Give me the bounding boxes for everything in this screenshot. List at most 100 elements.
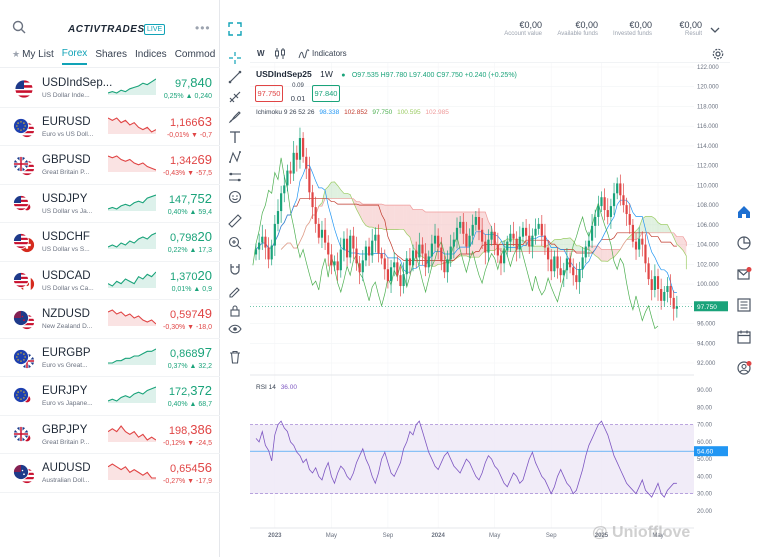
candle-body: [562, 270, 565, 276]
instrument-change: 0,40% ▲ 59,4: [167, 208, 212, 216]
candle-body: [449, 246, 452, 260]
tab-shares[interactable]: Shares: [95, 49, 127, 64]
rsi-tick-label: 80.00: [697, 405, 713, 411]
eye-icon[interactable]: [228, 322, 242, 336]
tab-indices[interactable]: Indices: [135, 49, 167, 64]
lock-icon[interactable]: [228, 304, 242, 318]
candle-body: [528, 235, 531, 247]
candle-body: [452, 239, 455, 247]
tab-commod[interactable]: Commod: [175, 49, 216, 64]
more-options-icon[interactable]: •••: [195, 21, 211, 35]
trend-line-icon[interactable]: [228, 70, 242, 84]
candle-body: [641, 238, 644, 245]
brush-icon[interactable]: [228, 110, 242, 124]
watchlist-row-usdchf[interactable]: USDCHF US Dollar vs S... 0,79820 0,22% ▲ 17…: [0, 223, 220, 262]
instrument-price: 0,86897: [170, 345, 212, 360]
fullscreen-icon[interactable]: [228, 22, 242, 36]
candle-body: [471, 224, 474, 236]
magnet-icon[interactable]: [228, 262, 242, 276]
ruler-icon[interactable]: [228, 214, 242, 228]
price-axis[interactable]: 122.000 120.000 118.000 116.000 114.000 112.0…: [694, 63, 728, 541]
ichimoku-cloud-segment: [601, 249, 605, 262]
home-icon[interactable]: [736, 204, 752, 220]
candle-body: [663, 291, 666, 301]
watchlist-row-audusd[interactable]: AUDUSD Australian Doll... 0,65456 -0,27% ▼ …: [0, 454, 220, 493]
candle-body: [509, 233, 512, 242]
text-tool-icon[interactable]: [228, 130, 242, 144]
calendar-icon[interactable]: [736, 329, 752, 345]
candle-body: [264, 236, 267, 248]
settings-gear-icon[interactable]: [712, 48, 724, 60]
candle-body: [565, 258, 569, 271]
watchlist-row-eurgbp[interactable]: EURGBP Euro vs Great... 0,86897 0,37% ▲ 32,…: [0, 339, 220, 377]
flag-eu-us-icon: [13, 117, 35, 138]
candle-body: [490, 231, 493, 240]
emoji-icon[interactable]: [228, 190, 242, 204]
instrument-symbol: EURJPY: [42, 385, 88, 397]
watchlist-row-gbpjpy[interactable]: GBPJPY Great Britain P... 198,386 -0,12% ▼ …: [0, 416, 220, 454]
watchlist-row-nzdusd[interactable]: NZDUSD New Zealand D... 0,59749 -0,30% ▼ -1…: [0, 300, 220, 339]
ichimoku-cloud-segment: [566, 237, 571, 252]
watchlist-row-eurjpy[interactable]: EURJPY Euro vs Japane... 172,372 0,40% ▲ 68…: [0, 377, 220, 416]
candle-body: [540, 223, 543, 236]
candle-body: [534, 228, 537, 236]
candle-body: [496, 244, 499, 256]
instrument-change: -0,43% ▼ -57,5: [163, 170, 212, 177]
candle-body: [377, 234, 380, 254]
watchlist-row-usdjpy[interactable]: USDJPY US Dollar vs Ja... 147,752 0,40% ▲ 5…: [0, 185, 220, 223]
tab-forex[interactable]: Forex: [61, 48, 88, 65]
price-main: 0,597: [170, 309, 198, 321]
crosshair-icon[interactable]: [228, 51, 242, 65]
candle-body: [427, 256, 430, 268]
account-summary: €0,00 Account value €0,00 Available funds €0…: [250, 0, 762, 44]
tab-label: Indices: [135, 49, 167, 60]
watchlist-row-usdcad[interactable]: USDCAD US Dollar vs Ca... 1,37020 0,01% ▲ 0…: [0, 262, 220, 300]
chevron-down-icon[interactable]: [710, 26, 720, 34]
ichimoku-kijun: 102.852: [344, 109, 368, 116]
price-tick-label: 102.000: [697, 262, 719, 268]
pattern-tool-icon[interactable]: [228, 150, 242, 164]
trash-icon[interactable]: [228, 350, 242, 364]
watchlist-row-gbpusd[interactable]: GBPUSD Great Britain P... 1,34269 -0,43% ▼ …: [0, 146, 220, 185]
candle-body: [518, 236, 521, 250]
candle-body: [672, 297, 675, 309]
candle-body: [546, 247, 550, 260]
candle-body: [396, 262, 399, 276]
rsi-tick-label: 70.00: [697, 423, 713, 429]
lock-drawing-icon[interactable]: [228, 284, 242, 298]
profile-icon[interactable]: [736, 360, 752, 376]
candle-body: [675, 306, 678, 309]
candle-body: [270, 245, 273, 260]
fork-tool-icon[interactable]: [228, 90, 242, 104]
zoom-in-icon[interactable]: [228, 236, 242, 250]
news-icon[interactable]: [736, 297, 752, 313]
indicators-button[interactable]: Indicators: [312, 49, 347, 58]
measure-tool-icon[interactable]: [228, 170, 242, 184]
price-chart[interactable]: 2023 May Sep 2024 May Sep 2025 May: [250, 63, 694, 541]
price-main: 0,798: [170, 232, 198, 244]
tab-my-list[interactable]: ★ My List: [12, 49, 54, 64]
sparkline: [108, 348, 156, 365]
watchlist-row-usdindsep[interactable]: USDIndSep... US Dollar Inde... 97,840 0,25%…: [0, 69, 220, 108]
buy-button[interactable]: 97.840: [312, 85, 340, 102]
account-label: Account value: [504, 31, 542, 37]
watchlist-row-eurusd[interactable]: EURUSD Euro vs US Doll... 1,16663 -0,01% ▼ …: [0, 108, 220, 146]
ichimoku-cloud-segment: [576, 245, 580, 252]
candle-body: [367, 246, 371, 256]
portfolio-pie-icon[interactable]: [736, 235, 752, 251]
ichimoku-cloud-segment: [403, 205, 407, 234]
candle-body: [653, 276, 656, 290]
ichimoku-span-a: 100.595: [397, 109, 421, 116]
candle-body: [493, 231, 496, 245]
search-icon[interactable]: [12, 20, 26, 34]
candle-body: [631, 224, 634, 242]
interval-button[interactable]: W: [257, 49, 265, 58]
indicators-icon[interactable]: [298, 48, 310, 59]
sell-button[interactable]: 97.750: [255, 85, 283, 102]
instrument-description: Australian Doll...: [42, 477, 90, 484]
messages-icon[interactable]: [736, 266, 752, 282]
ichimoku-cloud-segment: [645, 216, 649, 233]
candle-body: [459, 221, 462, 228]
candles-style-icon[interactable]: [274, 48, 286, 59]
instrument-description: Great Britain P...: [42, 438, 90, 446]
